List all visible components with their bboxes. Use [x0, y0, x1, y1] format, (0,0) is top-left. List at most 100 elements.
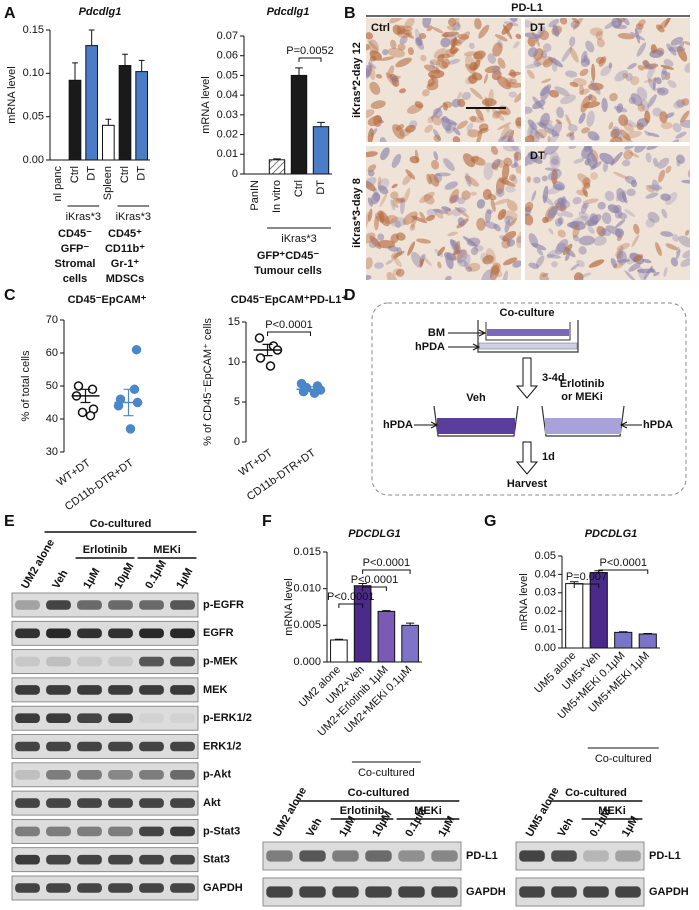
cell [453, 240, 461, 256]
cell [387, 47, 406, 58]
blot-strip [11, 819, 199, 844]
blot-band [15, 600, 40, 610]
cell [572, 196, 582, 205]
group-label: Co-cultured [348, 787, 410, 799]
dot [131, 344, 142, 355]
cell [509, 18, 518, 23]
cell [366, 212, 370, 229]
cell [681, 179, 690, 184]
cell [473, 50, 486, 60]
cell [504, 77, 513, 84]
cell [547, 205, 559, 219]
cell [402, 211, 418, 226]
blot-band [77, 826, 102, 837]
cell [671, 139, 680, 142]
cell [590, 80, 601, 95]
cell [580, 58, 590, 67]
cell [595, 31, 603, 40]
arrow [619, 421, 642, 429]
blot-row-label: p-EGFR [203, 599, 244, 611]
lane-label: 1µM [174, 566, 195, 591]
cell [419, 191, 435, 203]
cell [466, 237, 481, 247]
cell [465, 266, 473, 272]
error-bar [122, 53, 128, 66]
cell [578, 112, 586, 124]
blot-band [77, 713, 102, 723]
cell [432, 208, 449, 214]
cell [378, 185, 389, 195]
cell [494, 34, 508, 42]
y-tick-label: 5 [234, 396, 240, 408]
blot-band [108, 883, 133, 893]
bar [638, 633, 657, 649]
group-bracket-label: Co-cultured [358, 767, 415, 779]
cell [416, 238, 432, 244]
blot-band [299, 850, 326, 862]
cell [533, 176, 541, 184]
significance-bracket [362, 569, 411, 574]
cell [447, 231, 458, 237]
cell [581, 146, 592, 159]
cell [515, 117, 521, 127]
cell [526, 176, 531, 183]
blot-band [108, 798, 133, 808]
cell [611, 18, 622, 29]
cell [601, 97, 608, 113]
cell [492, 42, 503, 57]
blot-band [551, 850, 577, 862]
cell [501, 128, 512, 141]
cell [623, 149, 634, 160]
cell [569, 36, 576, 47]
cell [405, 124, 416, 133]
cell [405, 32, 415, 39]
cell [465, 63, 477, 76]
cell [642, 59, 650, 68]
cell [513, 41, 520, 49]
cell [367, 197, 373, 207]
blot-band [139, 883, 164, 893]
cell [429, 60, 436, 69]
y-tick-label: 0.000 [293, 656, 321, 668]
cell [526, 69, 535, 79]
cell [602, 161, 609, 172]
cell [678, 235, 690, 248]
chart-title: Pdcdlg1 [267, 6, 310, 18]
y-tick-label: 0.01 [535, 624, 556, 636]
cell [394, 220, 401, 229]
cell [470, 115, 477, 123]
cell [449, 194, 460, 204]
cell [465, 173, 472, 187]
cell [484, 208, 492, 224]
x-tick-label: Spleen [102, 166, 114, 200]
cell [482, 255, 494, 265]
x-tick-label: DT [136, 166, 148, 181]
p-value: P<0.0001 [327, 591, 374, 603]
bar [268, 159, 286, 175]
cell [543, 146, 559, 155]
x-tick-label: Ctrl [293, 180, 305, 197]
cell [525, 213, 534, 226]
cell [598, 56, 607, 67]
cell [382, 49, 389, 56]
blot-band [77, 741, 102, 752]
y-tick-label: 50 [46, 380, 58, 392]
diagram-label: Veh [466, 392, 486, 404]
blot-band [77, 600, 102, 610]
blot-band [170, 883, 195, 893]
cell [616, 242, 630, 251]
cell [548, 19, 560, 28]
cell [389, 216, 407, 228]
cell [490, 262, 501, 275]
cell [427, 116, 434, 124]
cell [620, 129, 631, 142]
cell [652, 157, 659, 168]
y-tick-label: 30 [46, 446, 58, 458]
cell [617, 33, 635, 40]
cell [618, 114, 629, 126]
cell [546, 123, 555, 133]
diagram-label: BM [428, 327, 445, 339]
cell [621, 159, 631, 167]
cell [636, 42, 647, 57]
cell [486, 248, 496, 265]
